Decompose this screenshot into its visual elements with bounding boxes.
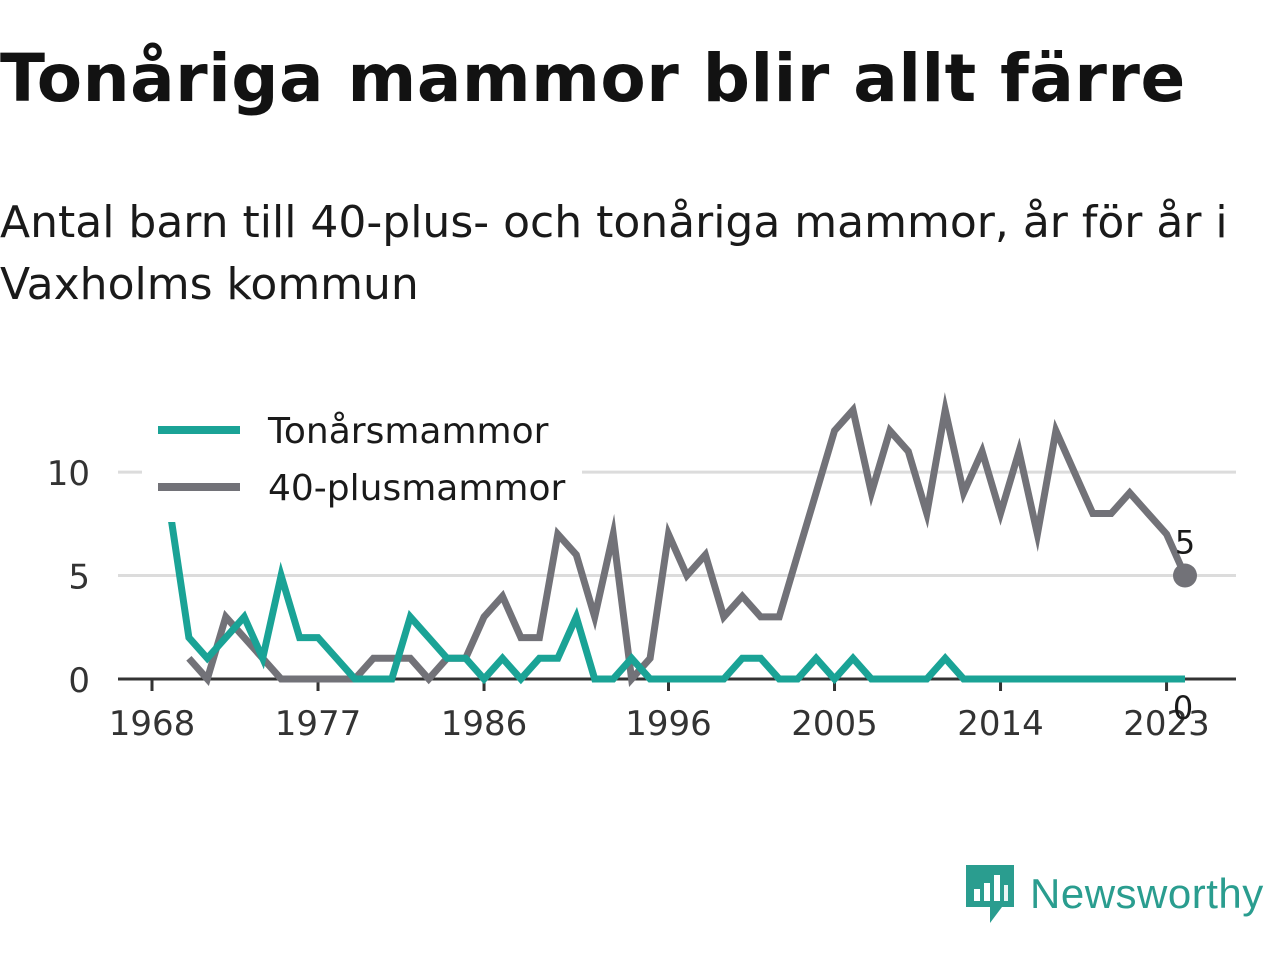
legend-label-tonarsmammor: Tonårsmammor <box>267 411 549 452</box>
x-tick-label: 2023 <box>1123 704 1210 744</box>
legend-label-40-plusmammor: 40-plusmammor <box>268 468 566 509</box>
y-tick-label: 5 <box>68 558 90 598</box>
x-tick-label: 2005 <box>791 704 878 744</box>
y-tick-label: 0 <box>68 661 90 701</box>
newsworthy-logo-icon <box>966 865 1014 923</box>
x-tick-label: 1996 <box>625 704 712 744</box>
legend: Tonårsmammor 40-plusmammor <box>142 400 582 522</box>
x-tick-label: 1968 <box>109 704 196 744</box>
series-line-tonarsmammor <box>166 512 1185 685</box>
x-tick-label: 2014 <box>957 704 1044 744</box>
legend-box <box>142 400 582 522</box>
brand-name: Newsworthy <box>1030 870 1264 917</box>
y-tick-label: 10 <box>47 454 90 494</box>
chart-subtitle: Antal barn till 40-plus- och tonåriga ma… <box>0 197 1228 310</box>
end-labels: 50 <box>1173 524 1197 727</box>
end-marker-40-plusmammor <box>1173 563 1197 588</box>
x-tick-label: 1986 <box>441 704 528 744</box>
brand-logo: Newsworthy <box>962 862 1264 926</box>
chart-title: Tonåriga mammor blir allt färre <box>0 40 1186 117</box>
x-tick-label: 1977 <box>275 704 362 744</box>
end-label-tonarsmammor: 0 <box>1173 689 1193 727</box>
series-lines <box>166 392 1189 688</box>
end-label-40-plusmammor: 5 <box>1175 524 1195 562</box>
